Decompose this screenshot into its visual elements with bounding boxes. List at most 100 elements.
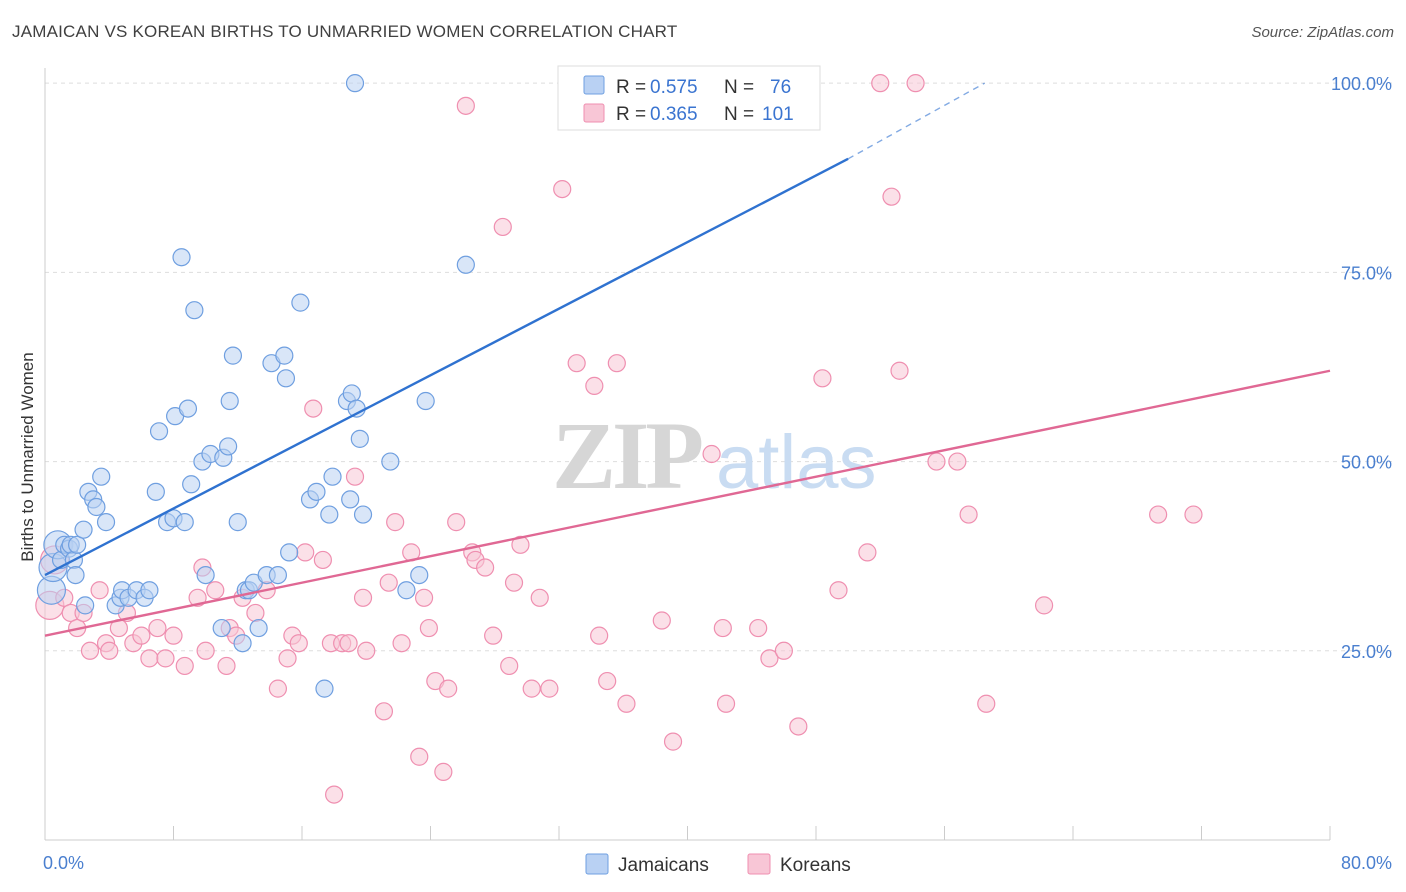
legend-r-label-jamaicans: R =: [616, 77, 646, 98]
korean-point-98: [1149, 505, 1168, 524]
jamaican-point-50: [268, 565, 288, 585]
korean-point-66: [540, 679, 559, 698]
korean-point-64: [522, 679, 541, 698]
korean-point-46: [392, 634, 411, 653]
korean-point-48: [410, 747, 429, 766]
jamaican-point-8: [66, 565, 85, 585]
korean-point-72: [607, 354, 626, 373]
korean-point-41: [353, 588, 373, 607]
korean-point-83: [760, 649, 779, 668]
jamaican-point-32: [182, 475, 201, 494]
korean-point-88: [858, 543, 877, 562]
legend-n-label-jamaicans: N =: [724, 77, 754, 98]
bottom-legend-label-koreans: Koreans: [780, 855, 851, 876]
korean-point-87: [829, 581, 848, 600]
korean-point-70: [590, 626, 609, 645]
korean-point-49: [414, 588, 434, 607]
korean-point-73: [617, 694, 636, 713]
korean-point-95: [959, 505, 978, 524]
korean-point-9: [100, 641, 119, 660]
legend-n-label-koreans: N =: [724, 104, 754, 125]
korean-point-82: [749, 618, 768, 638]
jamaican-point-54: [291, 293, 310, 312]
jamaican-point-63: [345, 74, 365, 93]
jamaican-point-66: [353, 505, 373, 524]
korean-point-54: [447, 513, 466, 532]
jamaican-point-31: [178, 399, 198, 418]
jamaican-point-51: [275, 346, 294, 365]
korean-point-68: [567, 354, 586, 373]
jamaican-point-69: [410, 565, 429, 585]
korean-point-91: [890, 361, 909, 380]
watermark-zip: ZIP: [552, 402, 701, 509]
jamaican-point-37: [212, 618, 231, 638]
jamaican-point-42: [228, 513, 247, 532]
korean-point-79: [713, 618, 732, 638]
series-legend: Jamaicans Koreans: [585, 853, 851, 876]
korean-point-67: [553, 179, 572, 199]
tick-labels: 25.0% 50.0% 75.0% 100.0% 0.0% 80.0%: [43, 74, 1392, 873]
korean-point-62: [504, 573, 524, 592]
korean-point-65: [530, 588, 549, 607]
jamaican-point-33: [185, 301, 204, 320]
jamaican-point-47: [249, 618, 268, 638]
korean-point-93: [927, 452, 946, 471]
korean-point-53: [439, 679, 458, 698]
jamaicans-trend-line: [44, 157, 849, 577]
jamaican-point-10: [74, 520, 93, 539]
korean-point-17: [164, 626, 183, 645]
legend-r-label-koreans: R =: [616, 104, 646, 125]
korean-point-32: [289, 634, 308, 653]
jamaican-point-71: [456, 255, 475, 274]
jamaican-point-16: [96, 513, 116, 532]
korean-point-75: [652, 611, 671, 630]
korean-point-29: [268, 679, 288, 698]
jamaican-point-53: [280, 543, 299, 562]
korean-point-22: [206, 581, 225, 600]
korean-point-27: [246, 603, 265, 623]
y-axis-title: Births to Unmarried Women: [18, 352, 37, 561]
jamaican-point-14: [87, 497, 106, 517]
korean-point-69: [585, 376, 604, 395]
korean-point-71: [598, 671, 617, 691]
korean-point-6: [80, 641, 100, 660]
korean-point-80: [716, 694, 736, 713]
jamaican-point-15: [92, 467, 111, 486]
jamaican-point-62: [342, 384, 361, 403]
y-tick-label-3: 100.0%: [1331, 74, 1392, 94]
korean-point-23: [217, 656, 236, 676]
legend-n-value-jamaicans: 76: [770, 77, 791, 98]
legend-swatch-jamaicans: [583, 75, 605, 95]
bottom-legend-swatch-koreans: [747, 853, 771, 875]
jamaican-point-57: [315, 679, 334, 698]
jamaican-point-11: [76, 596, 95, 615]
korean-point-44: [379, 573, 398, 592]
bottom-legend-label-jamaicans: Jamaicans: [618, 855, 709, 876]
jamaican-point-61: [341, 490, 360, 509]
jamaican-point-23: [140, 581, 159, 600]
korean-point-18: [175, 656, 194, 676]
korean-point-94: [948, 452, 967, 471]
korean-point-33: [296, 543, 315, 562]
x-tick-label-0: 0.0%: [43, 853, 84, 873]
korean-point-59: [484, 626, 503, 645]
jamaican-point-70: [416, 391, 435, 411]
korean-point-45: [386, 513, 405, 532]
korean-point-13: [132, 626, 151, 645]
jamaican-point-39: [219, 437, 238, 456]
korean-point-63: [511, 535, 530, 554]
korean-point-43: [374, 702, 394, 721]
korean-point-86: [813, 369, 832, 388]
korean-point-15: [148, 618, 167, 638]
korean-point-60: [493, 217, 512, 237]
legend-n-value-koreans: 101: [762, 104, 794, 125]
korean-point-34: [304, 399, 323, 418]
jamaican-point-29: [172, 248, 191, 267]
jamaican-point-58: [320, 505, 339, 524]
korean-point-84: [774, 641, 793, 660]
korean-point-39: [339, 634, 358, 653]
jamaican-point-25: [149, 422, 169, 441]
chart-title: JAMAICAN VS KOREAN BIRTHS TO UNMARRIED W…: [12, 22, 678, 41]
bottom-legend-swatch-jamaicans: [585, 853, 609, 875]
